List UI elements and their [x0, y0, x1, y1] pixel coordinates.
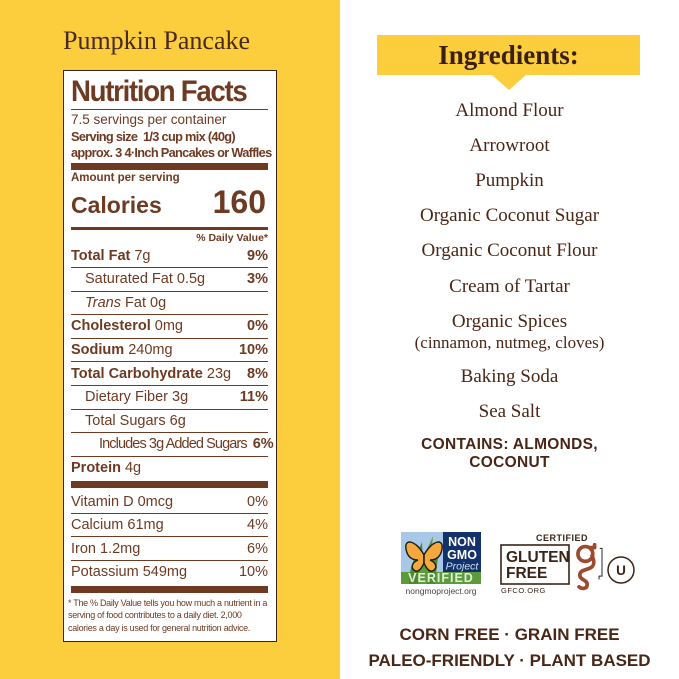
svg-text:nongmoproject.org: nongmoproject.org: [406, 586, 477, 596]
svg-text:GFCO.ORG: GFCO.ORG: [501, 586, 546, 595]
svg-text:VERIFIED: VERIFIED: [408, 571, 474, 585]
svg-text:FREE: FREE: [506, 565, 547, 582]
svg-text:CERTIFIED: CERTIFIED: [536, 533, 588, 543]
svg-text:GLUTEN: GLUTEN: [506, 549, 570, 566]
svg-text:NON: NON: [448, 535, 476, 549]
svg-text:U: U: [616, 563, 626, 578]
